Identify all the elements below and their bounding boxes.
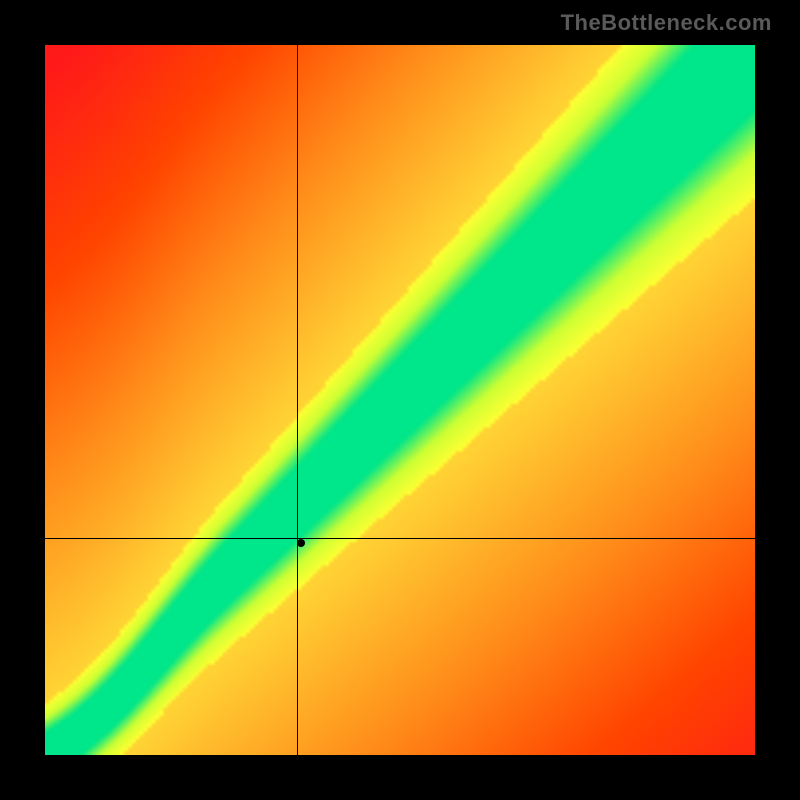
watermark-text: TheBottleneck.com (561, 10, 772, 36)
heatmap-plot (45, 45, 755, 755)
heatmap-canvas (45, 45, 755, 755)
